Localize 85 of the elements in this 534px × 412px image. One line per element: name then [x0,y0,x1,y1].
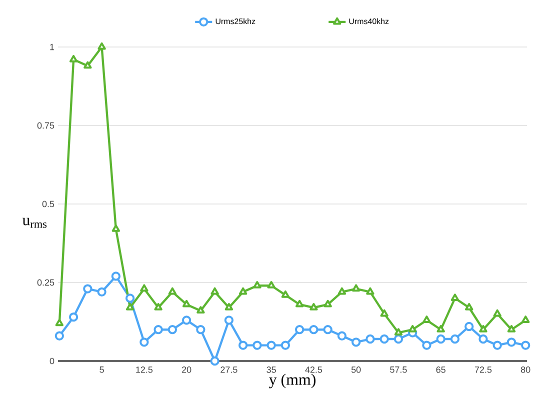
point [309,325,318,334]
x-tick-label: 80 [521,366,530,373]
point [154,303,162,310]
point [352,284,360,292]
point [55,318,64,326]
point [394,334,404,344]
x-axis-title: y (mm) [269,374,316,388]
point [366,334,375,344]
point [450,334,460,344]
point [422,340,432,350]
point [182,316,192,325]
point [98,42,106,50]
x-tick-label: 12.5 [136,366,153,373]
point [168,325,178,334]
point [380,309,388,317]
point [196,306,205,314]
point [493,309,502,317]
x-tick-label: 20 [182,366,192,373]
point [436,334,446,344]
x-tick-label: 27.5 [220,366,238,373]
x-tick-label: 65 [436,366,446,373]
point [521,316,530,323]
point [252,340,262,350]
point [521,340,530,350]
point [83,284,92,294]
point [394,328,403,336]
point [224,316,234,325]
point [54,331,64,340]
point [126,303,134,310]
point [97,287,106,297]
point [366,287,374,295]
point [140,338,149,347]
y-tick-label: 0 [50,358,54,364]
x-tick-label: 35 [266,366,276,373]
point [506,338,516,347]
point [492,340,502,350]
point [507,325,516,332]
y-tick-label: 1 [50,44,54,50]
y-tick-label: 0.5 [42,200,54,208]
x-tick-label: 57.5 [390,366,407,373]
point [294,325,304,334]
point [69,54,78,62]
point [281,290,290,298]
point [253,281,262,288]
point [238,340,248,350]
point [125,294,135,303]
point [464,303,474,310]
point [408,325,417,332]
point [182,300,191,308]
x-tick-label: 50 [351,366,361,373]
y-tick-label: 0.25 [37,279,54,286]
point [238,287,248,295]
point [84,61,92,69]
point [324,300,332,308]
y-axis-title: u$_{rms}$ [22,218,47,228]
point [338,287,346,295]
point [140,284,148,292]
point [168,287,177,295]
point [436,325,445,332]
point [310,303,318,310]
point [267,281,276,288]
point [210,287,219,295]
point [210,356,220,366]
point [68,312,78,322]
point [337,331,347,340]
point [450,294,460,301]
x-tick-label: 5 [100,366,104,373]
point [422,316,431,323]
y-tick-label: 0.75 [37,122,54,129]
x-tick-label: 72.5 [474,366,492,373]
point [196,325,206,334]
point [266,340,276,350]
point [112,224,120,232]
x-tick-label: 42.5 [305,366,322,373]
point [323,325,332,334]
point [380,334,389,344]
point [464,322,474,332]
point [351,338,361,347]
point [224,303,234,310]
point [478,334,488,344]
point [280,340,290,350]
point [111,272,121,281]
point [479,325,488,332]
point [295,300,304,308]
point [154,325,163,334]
